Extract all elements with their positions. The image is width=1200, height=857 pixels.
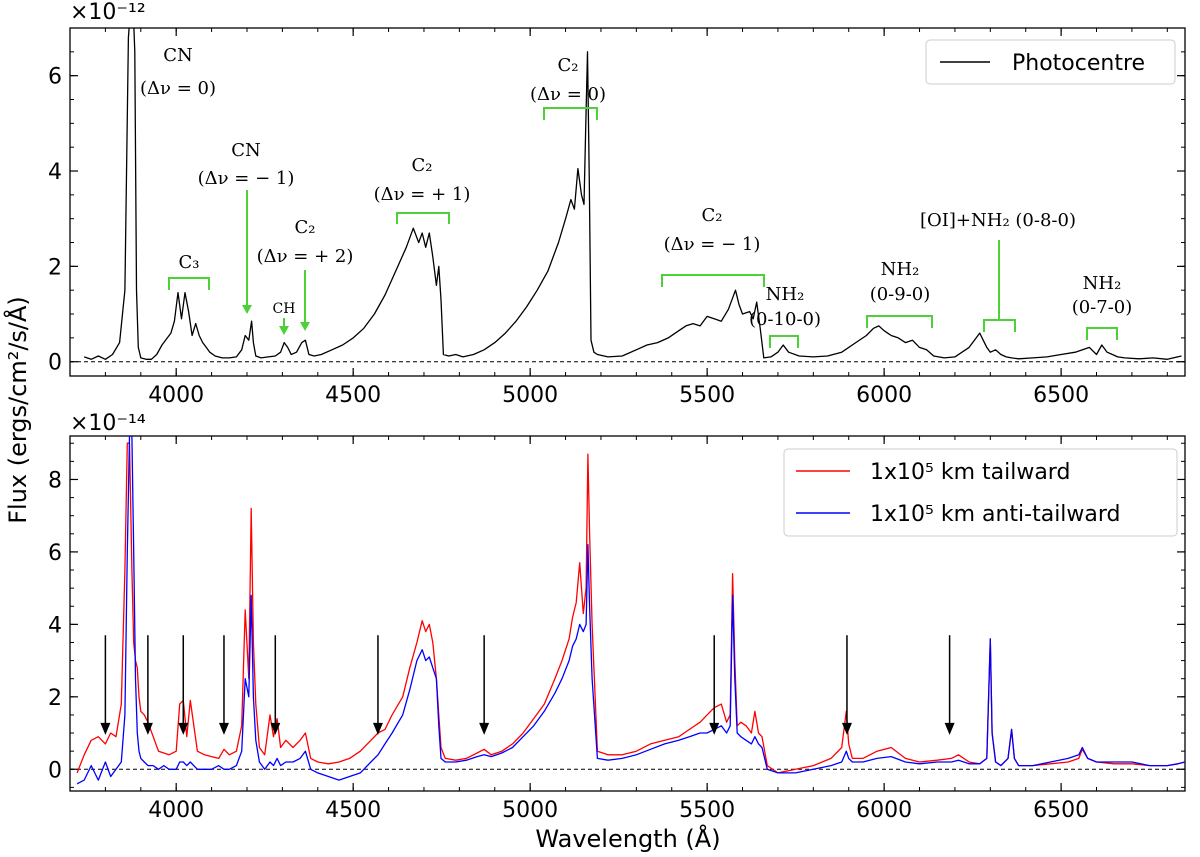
annotation-cn-dv-1-arrow-head	[242, 305, 252, 314]
y-tick-label: 4	[48, 160, 62, 185]
top-legend-box	[925, 39, 1176, 85]
annotation-cn-dv-1-band: (Δν = − 1)	[198, 168, 295, 189]
marker-arrow-head	[944, 722, 955, 735]
x-tick-label: 6500	[1033, 383, 1089, 408]
top-annotations: CN (Δν = 0) C₃ CN (Δν = − 1) CH C₂ (Δν =…	[140, 45, 1132, 348]
annotation-nh2-070-band: (0-7-0)	[1072, 297, 1133, 318]
y-tick-label: 8	[48, 468, 62, 493]
annotation-c2-dv2-arrow-head	[300, 322, 310, 331]
bottom-legend-label-anti-tailward: 1x10⁵ km anti-tailward	[870, 502, 1121, 527]
annotation-cn-dv0-band: (Δν = 0)	[140, 78, 216, 99]
bottom-ticks: 4000 4500 5000 5500 6000 6500 0 2 4 6 8	[48, 436, 1185, 823]
bottom-multiplier: ×10⁻¹⁴	[70, 411, 146, 436]
top-panel: ×10⁻¹² 4000 4500 5000 5500 6000 6500 0 2 4 6 CN (…	[48, 0, 1186, 408]
bottom-arrows	[100, 635, 955, 735]
y-axis-label: Flux (ergs/cm²/s/Å)	[3, 296, 32, 524]
annotation-c2-dv2-band: (Δν = + 2)	[257, 246, 354, 267]
marker-arrow-head	[142, 722, 153, 735]
marker-arrow-head	[841, 722, 852, 735]
top-plot-frame	[69, 27, 1186, 377]
marker-arrow-head	[270, 722, 281, 735]
annotation-oi-nh2-080-label: [OI]+NH₂ (0-8-0)	[920, 210, 1076, 231]
bottom-legend-label-tailward: 1x10⁵ km tailward	[870, 460, 1070, 485]
marker-arrow-head	[218, 722, 229, 735]
annotation-c2-dv2-species: C₂	[295, 217, 316, 238]
annotation-nh2-070-species: NH₂	[1083, 273, 1122, 294]
annotation-c2-dv1-bracket	[396, 212, 450, 224]
x-tick-label: 5000	[502, 383, 558, 408]
marker-arrow-head	[100, 722, 111, 735]
bottom-lines	[70, 436, 1185, 785]
series-line-1	[76, 436, 1185, 785]
top-multiplier: ×10⁻¹²	[70, 0, 146, 25]
x-tick-label: 5500	[679, 798, 735, 823]
x-tick-label: 5000	[502, 798, 558, 823]
x-tick-label: 4500	[325, 383, 381, 408]
x-axis-label: Wavelength (Å)	[535, 824, 720, 853]
annotation-nh2-0100-band: (0-10-0)	[749, 309, 821, 330]
y-tick-label: 6	[48, 541, 62, 566]
x-tick-label: 4500	[325, 798, 381, 823]
bottom-legend-box	[783, 448, 1178, 537]
annotation-cn-dv0-species: CN	[163, 45, 193, 66]
bottom-legend: 1x10⁵ km tailward 1x10⁵ km anti-tailward	[783, 448, 1178, 537]
annotation-c2-dv-1-band: (Δν = − 1)	[664, 234, 761, 255]
annotation-nh2-090-species: NH₂	[881, 259, 920, 280]
annotation-c3-bracket	[168, 277, 210, 290]
x-tick-label: 6500	[1033, 798, 1089, 823]
marker-arrow-head	[178, 722, 189, 735]
annotation-c2-dv0-band: (Δν = 0)	[530, 84, 606, 105]
series-line-0	[76, 442, 1185, 774]
annotation-nh2-090-band: (0-9-0)	[870, 284, 931, 305]
top-legend-label-photocentre: Photocentre	[1012, 51, 1145, 76]
x-tick-label: 4000	[148, 798, 204, 823]
annotation-c2-dv0-species: C₂	[558, 55, 579, 76]
y-tick-label: 2	[48, 255, 62, 280]
annotation-nh2-0100-bracket	[769, 335, 799, 348]
y-tick-label: 6	[48, 65, 62, 90]
annotation-c2-dv1-species: C₂	[412, 155, 433, 176]
annotation-cn-dv-1-species: CN	[231, 140, 261, 161]
annotation-nh2-0100-species: NH₂	[766, 284, 805, 305]
annotation-c2-dv0-bracket	[543, 107, 598, 120]
x-tick-label: 6000	[856, 383, 912, 408]
annotation-c3-species: C₃	[179, 252, 200, 273]
annotation-c2-dv-1-bracket	[661, 274, 765, 287]
annotation-c2-dv-1-species: C₂	[702, 205, 723, 226]
x-tick-label: 4000	[148, 383, 204, 408]
top-legend: Photocentre	[925, 39, 1176, 85]
annotation-oi-nh2-080-bracket	[983, 319, 1016, 332]
y-tick-label: 2	[48, 686, 62, 711]
series-line-0	[83, 28, 1182, 360]
bottom-panel: ×10⁻¹⁴ 4000 4500 5000 5500 6000 6500 0 2 4 6 8 1x1…	[48, 411, 1186, 823]
y-tick-label: 0	[48, 351, 62, 376]
top-ticks: 4000 4500 5000 5500 6000 6500 0 2 4 6	[48, 27, 1185, 408]
y-tick-label: 4	[48, 613, 62, 638]
annotation-nh2-070-bracket	[1086, 327, 1118, 340]
bottom-plot-frame	[69, 435, 1186, 792]
x-tick-label: 5500	[679, 383, 735, 408]
marker-arrow-head	[479, 722, 490, 735]
annotation-c2-dv1-band: (Δν = + 1)	[374, 184, 471, 205]
y-tick-label: 0	[48, 758, 62, 783]
marker-arrow-head	[372, 722, 383, 735]
x-tick-label: 6000	[856, 798, 912, 823]
annotation-nh2-090-bracket	[866, 315, 933, 328]
marker-arrow-head	[709, 722, 720, 735]
annotation-ch-species: CH	[273, 301, 296, 317]
annotation-ch-arrow-head	[279, 326, 289, 335]
top-lines	[70, 28, 1185, 363]
